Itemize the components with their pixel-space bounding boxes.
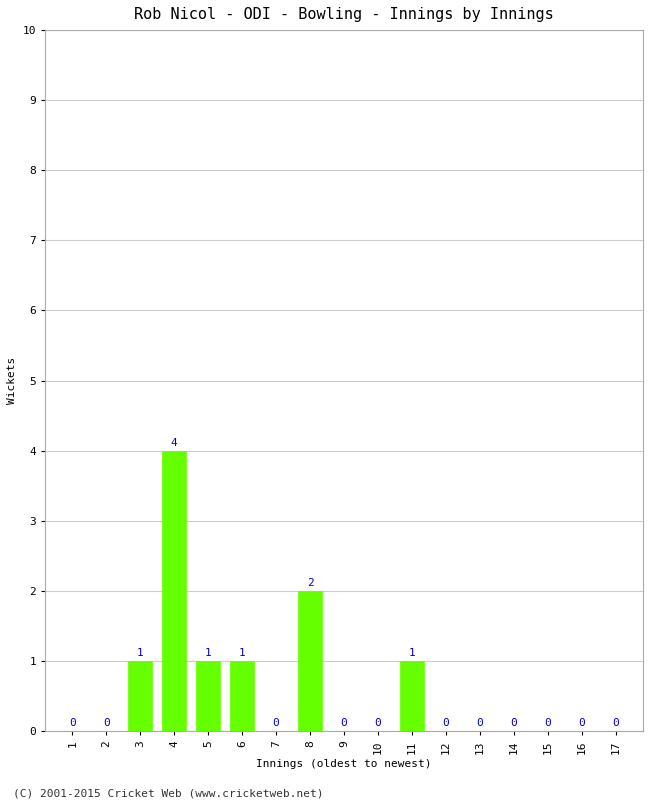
Text: 4: 4 xyxy=(171,438,177,448)
Text: 1: 1 xyxy=(205,648,211,658)
Text: 1: 1 xyxy=(239,648,246,658)
Text: 0: 0 xyxy=(578,718,585,728)
Text: 0: 0 xyxy=(510,718,517,728)
Text: 0: 0 xyxy=(612,718,619,728)
Text: 0: 0 xyxy=(273,718,280,728)
Text: 0: 0 xyxy=(69,718,75,728)
Text: 0: 0 xyxy=(476,718,484,728)
Title: Rob Nicol - ODI - Bowling - Innings by Innings: Rob Nicol - ODI - Bowling - Innings by I… xyxy=(134,7,554,22)
Text: 0: 0 xyxy=(545,718,551,728)
Text: 0: 0 xyxy=(374,718,382,728)
Text: 0: 0 xyxy=(103,718,110,728)
Text: 0: 0 xyxy=(443,718,449,728)
Text: 1: 1 xyxy=(136,648,144,658)
Bar xyxy=(196,661,220,731)
Bar xyxy=(128,661,152,731)
Bar xyxy=(162,450,186,731)
Y-axis label: Wickets: Wickets xyxy=(7,357,17,404)
Bar xyxy=(400,661,424,731)
Bar xyxy=(230,661,254,731)
Text: 1: 1 xyxy=(409,648,415,658)
Text: (C) 2001-2015 Cricket Web (www.cricketweb.net): (C) 2001-2015 Cricket Web (www.cricketwe… xyxy=(13,788,324,798)
Bar xyxy=(298,590,322,731)
Text: 0: 0 xyxy=(341,718,347,728)
Text: 2: 2 xyxy=(307,578,313,588)
X-axis label: Innings (oldest to newest): Innings (oldest to newest) xyxy=(256,759,432,769)
